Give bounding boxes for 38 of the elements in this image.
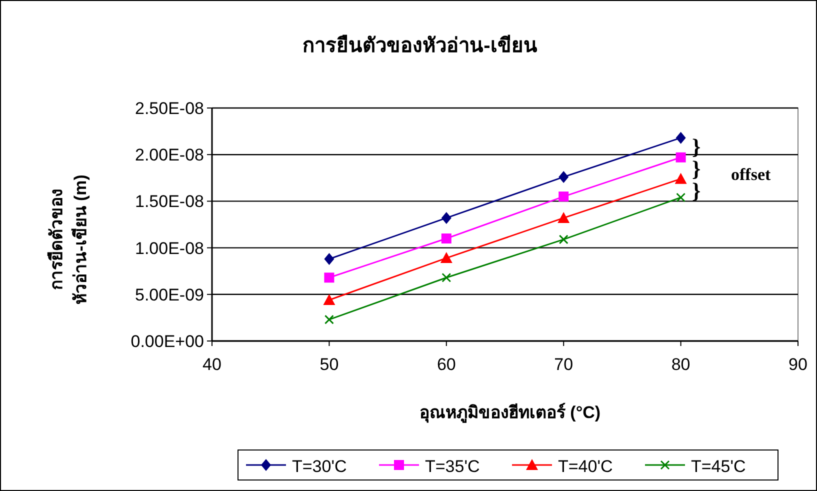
y-tick-label: 1.50E-08 <box>135 192 204 212</box>
annotation: } <box>692 156 701 181</box>
x-axis-title: อุณหภูมิของฮีทเตอร์ (°C) <box>419 402 601 424</box>
point <box>441 212 452 224</box>
point <box>674 172 687 184</box>
legend-label: T=35'C <box>425 457 480 476</box>
point <box>324 314 334 324</box>
y-tick-label: 1.00E-08 <box>135 238 204 258</box>
annotation: } <box>692 178 701 203</box>
annotation: offset <box>731 165 771 184</box>
point <box>442 272 452 282</box>
y-axis-title: การยืดตัวของ หัวอ่าน-เขียน (m) <box>46 174 90 304</box>
x-tick-label: 50 <box>320 355 339 374</box>
point <box>324 272 334 283</box>
x-tick-label: 70 <box>554 355 574 374</box>
point <box>441 233 452 244</box>
point <box>323 294 336 305</box>
legend-label: T=40'C <box>558 457 613 476</box>
point <box>558 234 568 244</box>
point <box>676 132 686 144</box>
point <box>440 252 452 264</box>
x-tick-label: 40 <box>202 355 222 374</box>
x-tick-label: 90 <box>788 355 808 374</box>
legend-label: T=45'C <box>691 457 746 476</box>
point <box>676 152 686 162</box>
point <box>558 192 569 202</box>
y-tick-label: 2.50E-08 <box>135 99 204 118</box>
x-tick-label: 60 <box>436 355 456 374</box>
y-tick-label: 2.00E-08 <box>135 146 204 165</box>
x-tick-label: 80 <box>671 355 690 374</box>
point <box>558 170 569 183</box>
legend-label: T=30'C <box>292 457 347 476</box>
point <box>676 192 686 202</box>
y-tick-label: 0.00E+00 <box>130 332 204 351</box>
y-tick-label: 5.00E-09 <box>135 285 204 304</box>
chart-title: การยืนตัวของหัวอ่าน-เขียน <box>302 34 538 57</box>
point <box>558 212 570 223</box>
point <box>324 252 334 265</box>
